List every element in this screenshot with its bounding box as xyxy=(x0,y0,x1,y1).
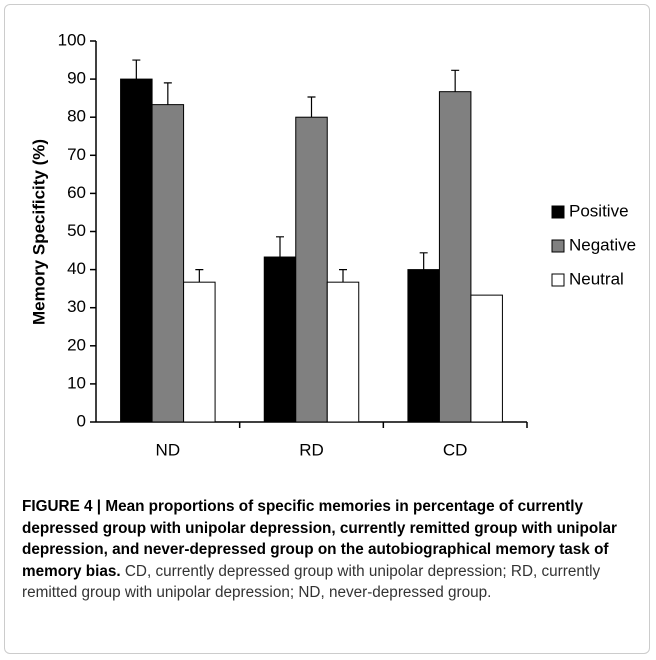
bar xyxy=(407,269,440,423)
bar xyxy=(183,281,216,423)
bar xyxy=(295,116,328,423)
bar xyxy=(263,256,297,423)
x-tick-label: CD xyxy=(443,440,468,459)
frame xyxy=(4,4,650,654)
error-bar xyxy=(307,96,316,118)
bar xyxy=(326,281,360,423)
error-bar xyxy=(276,236,284,258)
y-tick-label: 90 xyxy=(67,69,86,88)
legend-swatch xyxy=(551,239,565,253)
legend-label: Positive xyxy=(569,201,629,220)
bar xyxy=(120,78,153,423)
y-tick-label: 100 xyxy=(58,30,86,49)
x-tick-label: RD xyxy=(299,440,324,459)
y-tick-label: 10 xyxy=(67,373,86,392)
y-tick-label: 30 xyxy=(67,297,86,316)
y-tick-label: 20 xyxy=(67,335,86,354)
bar xyxy=(470,294,503,423)
chart: Memory Specificity (%) 0 10 20 30 40 50 60 70 80… xyxy=(29,30,636,459)
caption-title: FIGURE 4 | Mean proportions of specific … xyxy=(22,498,617,580)
y-tick-label: 50 xyxy=(67,221,86,240)
legend-swatch xyxy=(551,205,565,219)
y-tick-label: 40 xyxy=(67,259,86,278)
y-tick-label: 0 xyxy=(77,411,86,430)
x-tick-label: ND xyxy=(156,440,181,459)
bar xyxy=(438,91,472,423)
caption: FIGURE 4 | Mean proportions of specific … xyxy=(22,496,638,604)
y-tick-label: 80 xyxy=(67,107,86,126)
legend-label: Negative xyxy=(569,235,636,254)
error-bar xyxy=(339,269,347,283)
error-bar xyxy=(419,252,428,270)
bar xyxy=(151,104,185,423)
error-bar xyxy=(195,269,204,283)
error-bar xyxy=(132,59,141,80)
caption-text: CD, currently depressed group with unipo… xyxy=(22,562,601,602)
y-axis-label: Memory Specificity (%) xyxy=(29,139,48,325)
legend-swatch xyxy=(551,273,565,287)
y-tick-label: 70 xyxy=(67,145,86,164)
error-bar xyxy=(451,69,460,92)
legend-label: Neutral xyxy=(569,269,624,288)
error-bar xyxy=(163,82,172,105)
y-tick-label: 60 xyxy=(67,183,86,202)
